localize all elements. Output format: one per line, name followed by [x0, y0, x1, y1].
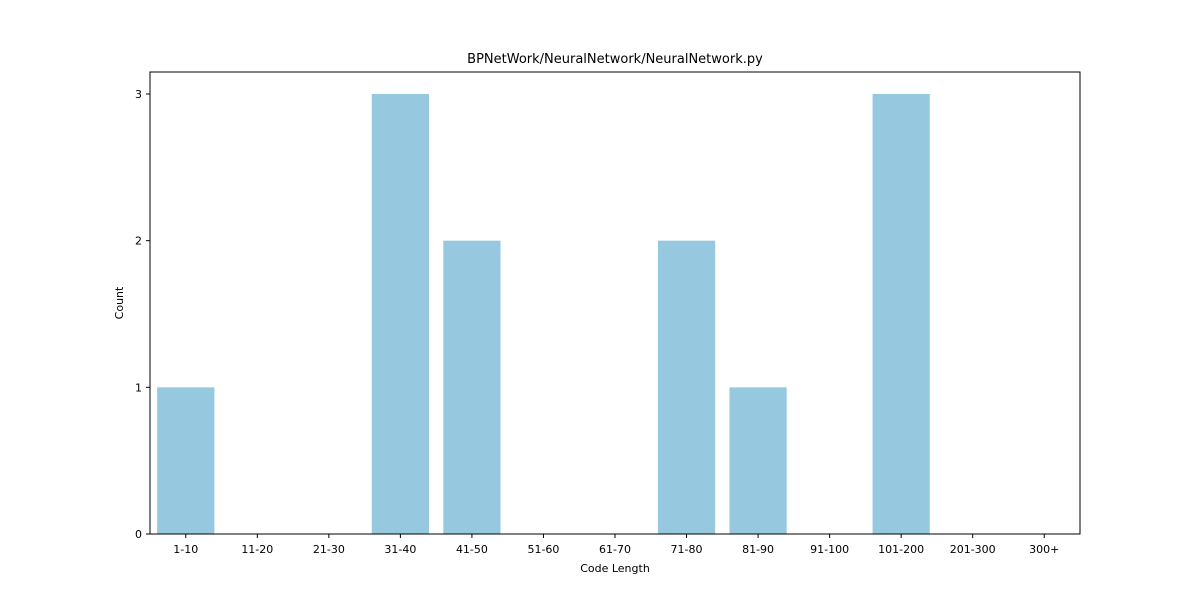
bar-1-10 — [157, 387, 215, 534]
y-tick-label: 1 — [135, 381, 142, 394]
x-tick-label: 201-300 — [950, 543, 996, 556]
x-tick-label: 1-10 — [173, 543, 198, 556]
y-tick-label: 2 — [135, 235, 142, 248]
bar-31-40 — [371, 94, 429, 534]
x-tick-label: 71-80 — [671, 543, 703, 556]
plot-frame — [149, 71, 1081, 535]
x-tick-label: 21-30 — [313, 543, 345, 556]
bar-81-90 — [729, 387, 787, 534]
bar-71-80 — [657, 240, 716, 534]
chart-title: BPNetWork/NeuralNetwork/NeuralNetwork.py — [467, 52, 763, 67]
x-tick-label: 61-70 — [599, 543, 631, 556]
y-axis: 0 1 2 3 — [135, 88, 150, 541]
x-tick-label: 101-200 — [878, 543, 924, 556]
x-tick-label: 11-20 — [241, 543, 273, 556]
bar-41-50 — [443, 240, 501, 534]
x-axis-title: Code Length — [580, 562, 650, 575]
x-axis: 1-10 11-20 21-30 31-40 41-50 51-60 61-70 71-80 8… — [173, 534, 1059, 556]
bar-101-200 — [872, 94, 930, 534]
x-tick-label: 31-40 — [384, 543, 416, 556]
x-tick-label: 91-100 — [810, 543, 849, 556]
y-tick-label: 3 — [135, 88, 142, 101]
y-tick-label: 0 — [135, 528, 142, 541]
y-axis-title: Count — [113, 286, 126, 319]
bars-group — [157, 94, 930, 534]
x-tick-label: 300+ — [1029, 543, 1059, 556]
x-tick-label: 51-60 — [527, 543, 559, 556]
x-tick-label: 81-90 — [742, 543, 774, 556]
x-tick-label: 41-50 — [456, 543, 488, 556]
